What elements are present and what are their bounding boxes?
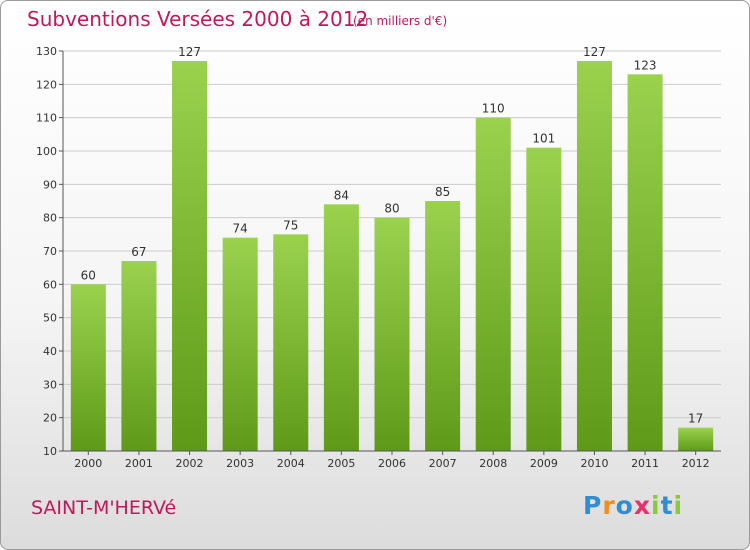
bar (678, 427, 714, 451)
x-tick-label: 2004 (277, 457, 305, 470)
logo-letter: x (633, 491, 651, 520)
bar-value-label: 110 (482, 102, 505, 116)
bar-value-label: 123 (634, 58, 657, 72)
bar (576, 61, 612, 451)
y-tick-label: 50 (43, 312, 57, 325)
bar (475, 117, 511, 452)
chart-title: Subventions Versées 2000 à 2012 (27, 7, 369, 31)
axes: 10 20 30 40 50 60 70 80 90 100 110 120 130 2000 2001 20… (36, 45, 721, 470)
logo-letter: i (673, 491, 684, 520)
y-tick-label: 10 (43, 445, 57, 458)
y-tick-label: 90 (43, 178, 57, 191)
y-tick-label: 110 (36, 112, 57, 125)
x-tick-label: 2005 (327, 457, 355, 470)
bar (70, 284, 106, 451)
y-tick-label: 80 (43, 212, 57, 225)
bar (323, 204, 359, 451)
bar-value-label: 67 (131, 245, 146, 259)
bar-value-label: 85 (435, 185, 450, 199)
logo-letter: r (602, 491, 616, 520)
bar (526, 147, 562, 451)
y-tick-label: 120 (36, 78, 57, 91)
logo-letter: o (615, 491, 634, 520)
bar-value-label: 84 (334, 188, 349, 202)
proxiti-logo[interactable]: Proxiti (583, 491, 683, 520)
bar (172, 61, 208, 451)
x-tick-label: 2010 (580, 457, 608, 470)
x-tick-label: 2006 (378, 457, 406, 470)
logo-letter: P (583, 491, 603, 520)
y-tick-label: 20 (43, 412, 57, 425)
bar-value-label: 127 (583, 45, 606, 59)
bar-value-label: 80 (384, 202, 399, 216)
x-tick-label: 2011 (631, 457, 659, 470)
y-tick-label: 60 (43, 278, 57, 291)
x-tick-label: 2000 (74, 457, 102, 470)
bar (222, 237, 258, 451)
bars: 60 67 127 74 75 84 80 85 110 101 127 123 17 (70, 45, 714, 452)
bar-value-label: 60 (81, 268, 96, 282)
y-tick-label: 40 (43, 345, 57, 358)
x-tick-label: 2008 (479, 457, 507, 470)
x-tick-label: 2009 (530, 457, 558, 470)
y-tick-label: 30 (43, 378, 57, 391)
chart-unit: (en milliers d'€) (353, 14, 448, 28)
bar-value-label: 127 (178, 45, 201, 59)
y-tick-label: 70 (43, 245, 57, 258)
bar (425, 201, 461, 451)
bar (374, 217, 410, 451)
x-tick-label: 2007 (429, 457, 457, 470)
logo-letter: i (651, 491, 661, 520)
logo-letter: t (660, 491, 674, 520)
bar (273, 234, 309, 451)
bar-value-label: 74 (233, 222, 248, 236)
bar-value-label: 17 (688, 412, 703, 426)
x-tick-label: 2002 (176, 457, 204, 470)
bar-value-label: 101 (532, 132, 555, 146)
y-tick-label: 130 (36, 45, 57, 58)
bar-value-label: 75 (283, 218, 298, 232)
bar (121, 261, 157, 451)
commune-name: SAINT-M'HERVé (31, 497, 177, 519)
y-tick-label: 100 (36, 145, 57, 158)
x-tick-label: 2001 (125, 457, 153, 470)
bar (627, 74, 663, 451)
x-tick-label: 2003 (226, 457, 254, 470)
x-tick-label: 2012 (682, 457, 710, 470)
